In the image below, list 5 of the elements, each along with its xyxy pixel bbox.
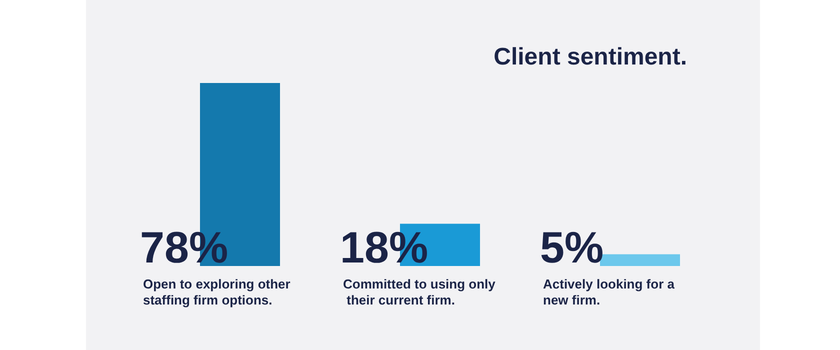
x-tick-label: Open to exploring other staffing firm options. — [143, 276, 294, 308]
data-label: 5% — [540, 224, 604, 272]
chart-title: Client sentiment. — [494, 44, 687, 70]
x-tick-label: Actively looking for a new firm. — [543, 276, 678, 308]
x-tick-label: Committed to using only their current firm. — [343, 276, 496, 308]
